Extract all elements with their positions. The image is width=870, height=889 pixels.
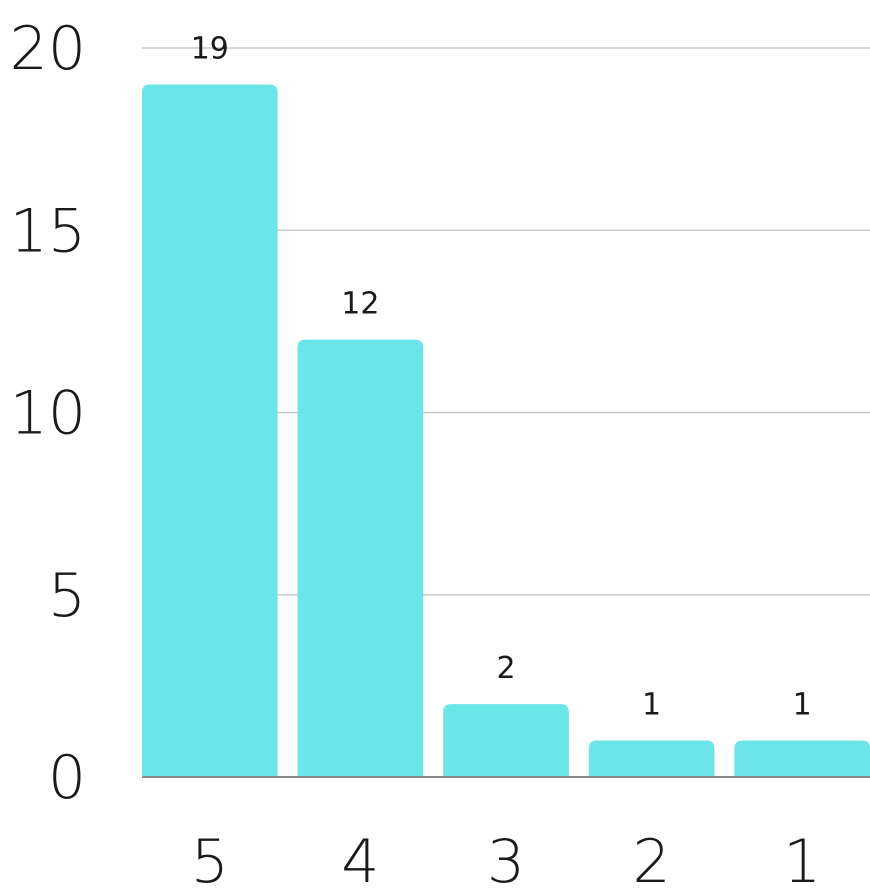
x-axis-tick-labels: 5 4 3 2 1 bbox=[191, 827, 822, 889]
x-tick-label-2: 2 bbox=[633, 827, 671, 889]
bar-4 bbox=[297, 339, 424, 777]
bars bbox=[142, 84, 870, 777]
bar-5 bbox=[142, 84, 278, 777]
x-tick-label-4: 4 bbox=[341, 827, 379, 889]
data-label-5: 19 bbox=[191, 31, 229, 66]
x-tick-label-3: 3 bbox=[487, 827, 525, 889]
y-tick-label-5: 5 bbox=[48, 561, 86, 631]
bar-3 bbox=[443, 704, 569, 777]
data-labels: 19 12 2 1 1 bbox=[191, 31, 812, 722]
data-label-3: 2 bbox=[496, 651, 515, 686]
y-tick-label-20: 20 bbox=[10, 14, 86, 84]
bar-2 bbox=[588, 740, 715, 777]
x-tick-label-5: 5 bbox=[191, 827, 229, 889]
y-tick-label-10: 10 bbox=[10, 379, 86, 449]
y-tick-label-15: 15 bbox=[10, 196, 86, 266]
data-label-2: 1 bbox=[642, 688, 661, 723]
data-label-1: 1 bbox=[793, 688, 812, 723]
y-tick-label-0: 0 bbox=[48, 743, 86, 813]
x-tick-label-1: 1 bbox=[783, 827, 821, 889]
data-label-4: 12 bbox=[341, 287, 379, 322]
y-axis-tick-labels: 0 5 10 15 20 bbox=[10, 14, 86, 813]
bar-1 bbox=[734, 740, 870, 777]
